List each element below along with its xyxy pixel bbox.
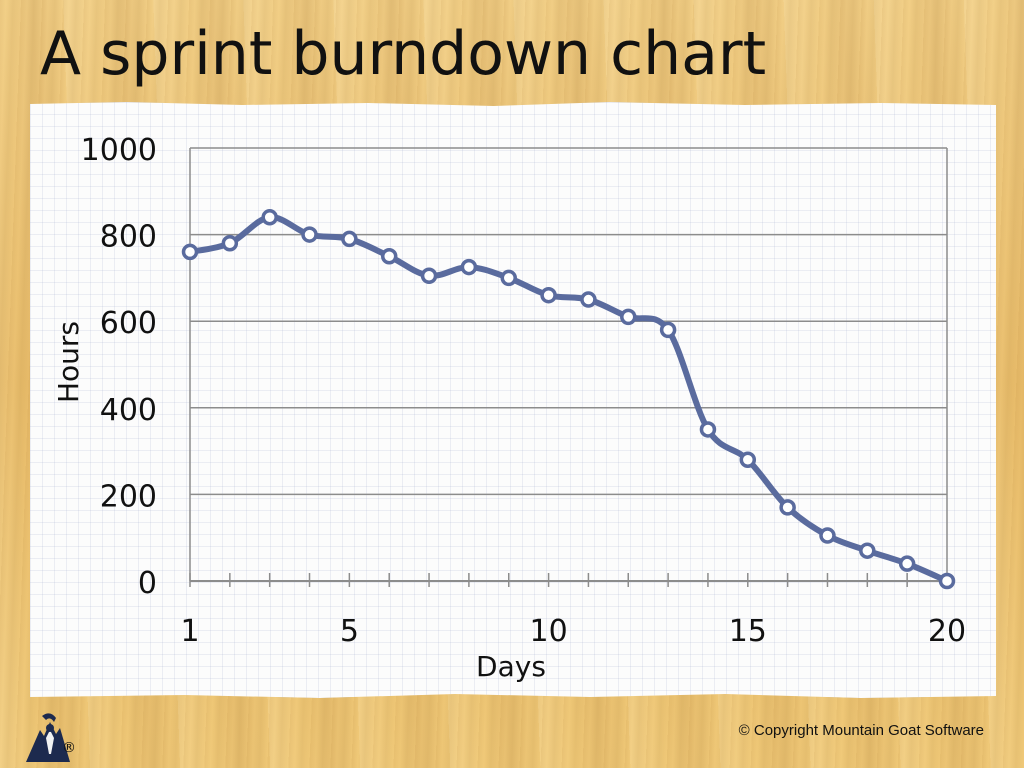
data-point [620,308,637,326]
logo-registered-mark: ® [62,740,76,756]
x-tick-label: 10 [529,614,567,649]
data-point [500,269,517,287]
data-point [380,248,398,265]
series-line [187,214,950,584]
copyright-text: © Copyright Mountain Goat Software [738,722,984,739]
data-point [301,226,318,243]
data-point [819,527,836,544]
data-point [460,258,478,276]
data-point [699,421,717,438]
y-tick-label: 0 [138,566,157,601]
data-point [938,572,956,590]
data-point [739,451,757,469]
y-tick-label: 1000 [81,133,157,168]
y-axis-label: Hours [52,321,85,403]
data-point [779,499,796,516]
data-point [580,291,597,308]
x-axis-label: Days [476,650,546,683]
data-point [420,267,438,284]
y-tick-label: 800 [100,220,157,255]
data-point [859,542,876,559]
x-tick-label: 20 [928,614,966,649]
x-tick-label: 1 [180,614,199,649]
data-point [659,321,677,339]
y-tick-label: 600 [100,306,157,341]
slide-title: A sprint burndown chart [40,19,767,89]
data-point [261,209,278,226]
data-point [898,555,916,572]
data-point [341,230,358,248]
data-point [221,235,239,252]
data-point [540,286,557,304]
x-tick-label: 5 [340,614,359,649]
x-tick-label: 15 [729,614,767,649]
mountain-goat-logo-icon: ® [26,713,76,762]
chart-paper [30,102,996,698]
y-tick-label: 400 [100,393,157,428]
data-point [181,243,199,261]
y-tick-label: 200 [100,479,157,514]
